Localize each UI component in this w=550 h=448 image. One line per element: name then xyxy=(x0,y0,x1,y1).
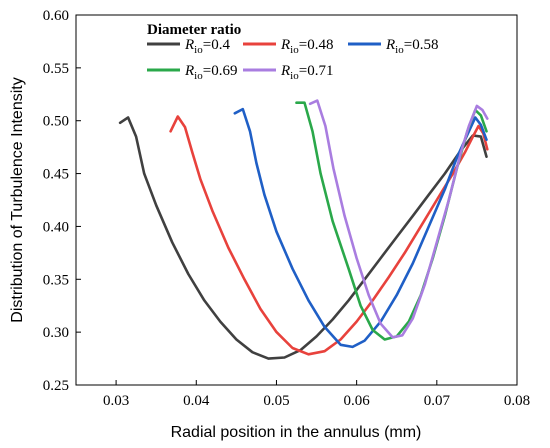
series-line-4 xyxy=(308,99,489,339)
series-layer xyxy=(118,99,489,360)
legend-entry-3: Rio=0.69 xyxy=(184,63,237,82)
y-tick-label: 0.60 xyxy=(43,8,69,24)
y-tick-label: 0.25 xyxy=(43,378,69,394)
legend-entry-1: Rio=0.48 xyxy=(280,37,333,56)
y-tick-label: 0.45 xyxy=(43,167,69,183)
legend-entry-4: Rio=0.71 xyxy=(280,63,333,82)
x-tick-label: 0.04 xyxy=(183,393,210,409)
y-tick-label: 0.30 xyxy=(43,325,69,341)
legend: Diameter ratio Rio=0.4 Rio=0.48 Rio=0.58 Ri… xyxy=(147,22,438,82)
legend-entry-0: Rio=0.4 xyxy=(184,37,230,56)
y-tick-label: 0.55 xyxy=(43,61,69,77)
series-line-2 xyxy=(233,107,488,349)
series-line-0 xyxy=(118,116,488,360)
x-tick-label: 0.06 xyxy=(344,393,371,409)
x-tick-label: 0.07 xyxy=(424,393,451,409)
series-line-1 xyxy=(169,115,489,356)
legend-title: Diameter ratio xyxy=(147,22,241,38)
x-tick-label: 0.03 xyxy=(103,393,129,409)
y-tick-label: 0.40 xyxy=(43,219,69,235)
axes: 0.03 0.04 0.05 0.06 0.07 0.08 0.25 0.30 0.35 0.40… xyxy=(43,8,530,409)
y-tick-label: 0.35 xyxy=(43,272,69,288)
y-axis-title: Distribution of Turbulence Intensity xyxy=(9,77,26,322)
legend-entry-2: Rio=0.58 xyxy=(385,37,438,56)
plot-frame xyxy=(75,14,518,386)
x-tick-label: 0.08 xyxy=(504,393,530,409)
x-tick-label: 0.05 xyxy=(263,393,289,409)
y-tick-label: 0.50 xyxy=(43,114,69,130)
x-axis-title: Radial position in the annulus (mm) xyxy=(171,424,422,441)
